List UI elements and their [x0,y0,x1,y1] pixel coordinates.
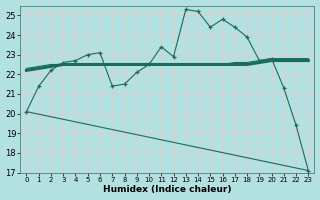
X-axis label: Humidex (Indice chaleur): Humidex (Indice chaleur) [103,185,232,194]
